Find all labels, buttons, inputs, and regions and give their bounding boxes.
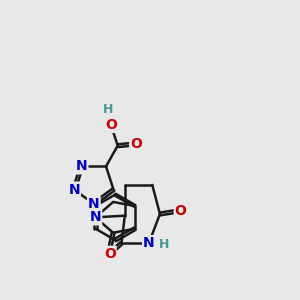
Text: N: N (90, 210, 101, 224)
Text: N: N (76, 159, 87, 173)
Text: N: N (143, 236, 155, 250)
Text: O: O (105, 118, 117, 132)
Text: O: O (130, 137, 142, 151)
Text: N: N (88, 197, 100, 211)
Text: O: O (175, 204, 187, 218)
Text: H: H (159, 238, 169, 250)
Text: N: N (68, 183, 80, 196)
Text: H: H (103, 103, 113, 116)
Text: O: O (104, 247, 116, 261)
Text: O: O (102, 250, 114, 264)
